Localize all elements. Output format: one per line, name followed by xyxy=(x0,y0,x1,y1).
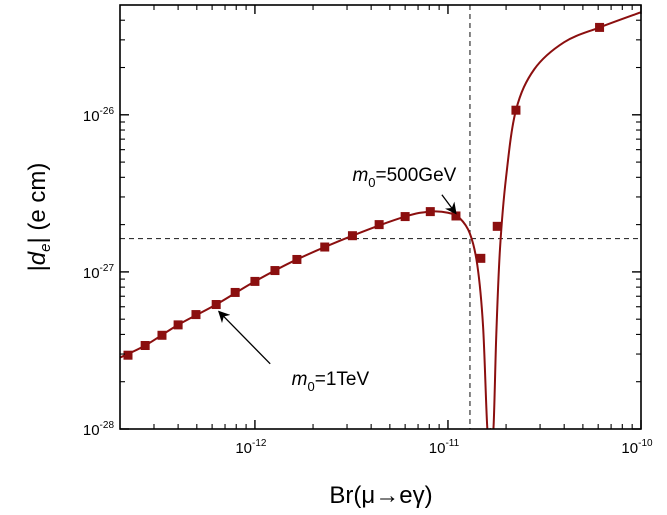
x-axis-title: Br(μ→eγ) xyxy=(329,482,432,509)
data-point xyxy=(511,105,521,115)
data-point xyxy=(230,287,240,297)
data-point xyxy=(292,254,302,264)
reference-lines xyxy=(120,5,641,429)
y-tick-label-base: 10 xyxy=(83,265,100,282)
data-point xyxy=(157,330,167,340)
data-point xyxy=(451,211,461,221)
data-point xyxy=(400,212,410,222)
x-tick-label: 10-11 xyxy=(429,438,460,457)
data-point xyxy=(191,310,201,320)
y-tick-label: 10-26 xyxy=(83,106,115,125)
y-axis-title-bar-open: | xyxy=(24,265,51,271)
x-tick-label: 10-10 xyxy=(621,438,653,457)
annotation-arrow xyxy=(441,194,457,215)
x-tick-label-base: 10 xyxy=(621,440,638,457)
plot-frame xyxy=(119,4,642,430)
data-point xyxy=(140,341,150,351)
annotation-subscript: 0 xyxy=(368,175,375,190)
y-tick-label: 10-28 xyxy=(83,420,115,439)
plot-area xyxy=(120,5,641,429)
x-tick-label-exp: -11 xyxy=(445,438,459,449)
y-tick-label-base: 10 xyxy=(83,422,100,439)
y-axis-title: |de| (e cm) xyxy=(24,163,54,272)
y-tick-label: 10-27 xyxy=(83,263,115,282)
annotation-suffix: =500GeV xyxy=(376,165,457,186)
y-axis-title-rest: | (e cm) xyxy=(24,163,51,244)
data-point xyxy=(270,266,280,276)
series-markers xyxy=(123,22,605,360)
data-point xyxy=(320,242,330,252)
annotation-prefix: m xyxy=(352,165,368,186)
y-tick-label-exp: -27 xyxy=(100,263,115,274)
data-point xyxy=(595,22,605,32)
annotation-label: m0=1TeV xyxy=(292,369,370,394)
data-point xyxy=(250,276,260,286)
data-point xyxy=(347,231,357,241)
data-point xyxy=(492,221,502,231)
data-point xyxy=(425,207,435,217)
x-tick-label: 10-12 xyxy=(235,438,267,457)
data-point xyxy=(476,253,486,263)
x-ticks: 10-12 10-11 10-10 xyxy=(153,5,653,457)
x-tick-label-base: 10 xyxy=(429,440,446,457)
x-tick-label-base: 10 xyxy=(235,440,252,457)
annotation-suffix: =1TeV xyxy=(315,369,370,390)
y-tick-label-base: 10 xyxy=(83,108,100,125)
data-point xyxy=(123,350,133,360)
data-point xyxy=(374,220,384,230)
annotation-arrow xyxy=(217,310,271,365)
annotation-label: m0=500GeV xyxy=(352,165,456,190)
y-axis-title-d: d xyxy=(24,251,51,265)
data-point xyxy=(173,320,183,330)
x-tick-label-exp: -10 xyxy=(638,438,653,449)
annotation-subscript: 0 xyxy=(307,379,314,394)
x-tick-label-exp: -12 xyxy=(252,438,267,449)
annotation-prefix: m xyxy=(292,369,308,390)
data-point xyxy=(211,300,221,310)
y-tick-label-exp: -26 xyxy=(100,106,115,117)
y-tick-label-exp: -28 xyxy=(100,420,115,431)
y-axis-title-sub: e xyxy=(37,243,54,251)
